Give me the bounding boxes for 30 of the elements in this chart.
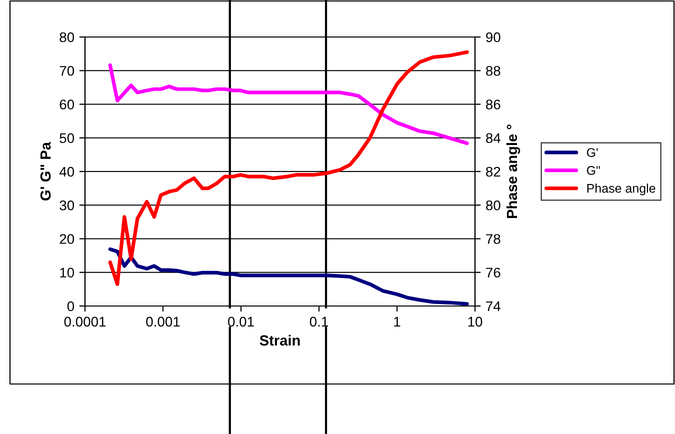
- x-tick-label: 0.0001: [64, 316, 106, 327]
- y2-tick-label: 76: [486, 268, 500, 278]
- y-tick-label: 70: [60, 66, 74, 76]
- y-tick-label: 10: [60, 268, 74, 278]
- x-tick-label: 0.001: [146, 316, 180, 327]
- legend-label: G': [586, 148, 598, 157]
- x-tick-label: 0.1: [310, 316, 328, 327]
- y-tick-label: 40: [59, 166, 74, 177]
- y2-tick-label: 82: [486, 166, 500, 177]
- y-tick-label: 60: [60, 100, 74, 110]
- legend-label: G": [586, 166, 600, 175]
- y2-tick-label: 78: [486, 234, 500, 244]
- x-tick-label: 0.01: [228, 316, 254, 327]
- y2-tick-label: 88: [486, 66, 500, 76]
- y-tick-label: 30: [60, 200, 74, 210]
- x-tick-label: 10: [468, 316, 482, 327]
- y-tick-label: 0: [67, 301, 74, 312]
- x-tick-label: 1: [394, 316, 400, 326]
- y2-tick-label: 84: [486, 133, 500, 144]
- y2-tick-label: 86: [486, 100, 500, 110]
- y-tick-label: 20: [60, 234, 74, 244]
- legend-label: Phase angle: [587, 184, 656, 196]
- y-tick-label: 80: [60, 32, 74, 42]
- y2-tick-label: 74: [486, 301, 500, 312]
- y2-tick-label: 90: [486, 32, 500, 42]
- x-axis-title: Strain: [260, 334, 300, 346]
- y-axis-title: G' G" Pa: [40, 142, 51, 200]
- y2-axis-title: Phase angle °: [506, 124, 520, 218]
- y2-tick-label: 80: [486, 200, 500, 210]
- y-tick-label: 50: [60, 133, 74, 144]
